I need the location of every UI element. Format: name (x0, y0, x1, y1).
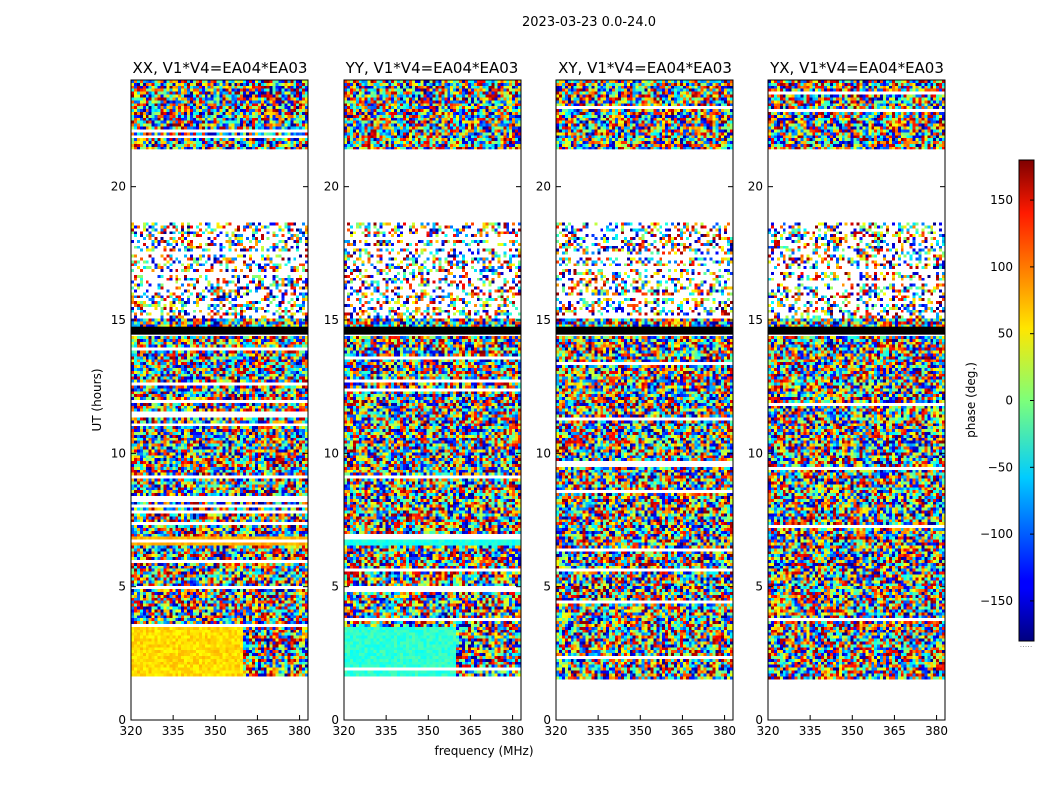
y-tick-label: 5 (331, 580, 339, 594)
colorbar-tick-label: 150 (990, 193, 1013, 207)
x-tick-label: 320 (757, 724, 780, 738)
y-tick-label: 10 (536, 446, 551, 460)
x-tick-label: 350 (204, 724, 227, 738)
flag-band (344, 680, 521, 720)
y-tick-label: 0 (755, 713, 763, 727)
x-tick-label: 350 (841, 724, 864, 738)
y-tick-label: 20 (536, 180, 551, 194)
y-tick-label: 0 (543, 713, 551, 727)
colorbar-tick-label: −150 (980, 594, 1013, 608)
flag-band (344, 149, 521, 222)
figure-title: 2023-03-23 0.0-24.0 (522, 15, 656, 30)
y-tick-label: 5 (543, 580, 551, 594)
panel-title: YX, V1*V4=EA04*EA03 (769, 59, 944, 77)
y-tick-label: 15 (111, 313, 126, 327)
x-tick-label: 335 (375, 724, 398, 738)
x-axis-label: frequency (MHz) (434, 744, 533, 758)
flag-band-black (131, 326, 308, 335)
x-tick-label: 365 (883, 724, 906, 738)
x-tick-label: 350 (629, 724, 652, 738)
colorbar-tick-label: 100 (990, 260, 1013, 274)
x-tick-label: 365 (246, 724, 269, 738)
x-tick-label: 365 (671, 724, 694, 738)
colorbar-label: phase (deg.) (964, 362, 978, 438)
panel-frame (343, 79, 522, 721)
y-tick-label: 20 (324, 180, 339, 194)
x-tick-label: 380 (501, 724, 524, 738)
panel-frame (555, 79, 734, 721)
y-tick-label: 15 (748, 313, 763, 327)
colorbar-tick-label: 50 (998, 327, 1013, 341)
y-tick-label: 10 (111, 446, 126, 460)
flag-band-black (556, 326, 733, 335)
x-tick-label: 380 (288, 724, 311, 738)
flag-band (131, 149, 308, 222)
colorbar: 150 100 50 0 −50 −100 −150 phase (deg.) ..... (964, 159, 1035, 649)
flag-band-black (768, 326, 945, 335)
panel-yx: YX, V1*V4=EA04*EA03 0 5 10 15 20 320 335 350 365… (748, 59, 948, 738)
colorbar-tick-label: −50 (988, 460, 1013, 474)
y-tick-label: 15 (536, 313, 551, 327)
x-tick-label: 335 (587, 724, 610, 738)
y-tick-label: 15 (324, 313, 339, 327)
x-tick-label: 335 (799, 724, 822, 738)
x-tick-label: 350 (417, 724, 440, 738)
panel-xx: XX, V1*V4=EA04*EA03 0 5 10 15 20 320 335 350 365… (111, 59, 311, 738)
x-tick-label: 320 (120, 724, 143, 738)
y-tick-label: 10 (324, 446, 339, 460)
y-tick-label: 0 (118, 713, 126, 727)
y-tick-label: 5 (118, 580, 126, 594)
flag-band (768, 149, 945, 222)
panel-frame (130, 79, 309, 721)
y-tick-label: 0 (331, 713, 339, 727)
colorbar-tick-label: −100 (980, 527, 1013, 541)
flag-band (768, 680, 945, 720)
panel-frame (767, 79, 946, 721)
flag-band (556, 680, 733, 720)
panel-title: YY, V1*V4=EA04*EA03 (345, 59, 519, 77)
colorbar-footer: ..... (1020, 640, 1033, 649)
y-tick-label: 5 (755, 580, 763, 594)
x-tick-label: 380 (925, 724, 948, 738)
y-tick-label: 20 (748, 180, 763, 194)
panel-xy: XY, V1*V4=EA04*EA03 0 5 10 15 20 320 335 350 365… (536, 59, 736, 738)
y-tick-label: 10 (748, 446, 763, 460)
colorbar-tick-label: 0 (1005, 394, 1013, 408)
y-tick-label: 20 (111, 180, 126, 194)
x-tick-label: 380 (713, 724, 736, 738)
x-tick-label: 320 (333, 724, 356, 738)
x-tick-label: 320 (545, 724, 568, 738)
x-tick-label: 335 (162, 724, 185, 738)
x-tick-label: 365 (459, 724, 482, 738)
flag-band-black (344, 326, 521, 335)
panel-yy: YY, V1*V4=EA04*EA03 0 5 10 15 20 320 335 350 365… (324, 59, 524, 738)
flag-band (131, 680, 308, 720)
panel-title: XX, V1*V4=EA04*EA03 (133, 59, 308, 77)
panel-title: XY, V1*V4=EA04*EA03 (558, 59, 732, 77)
y-axis-label: UT (hours) (90, 368, 104, 431)
flag-band (556, 149, 733, 222)
